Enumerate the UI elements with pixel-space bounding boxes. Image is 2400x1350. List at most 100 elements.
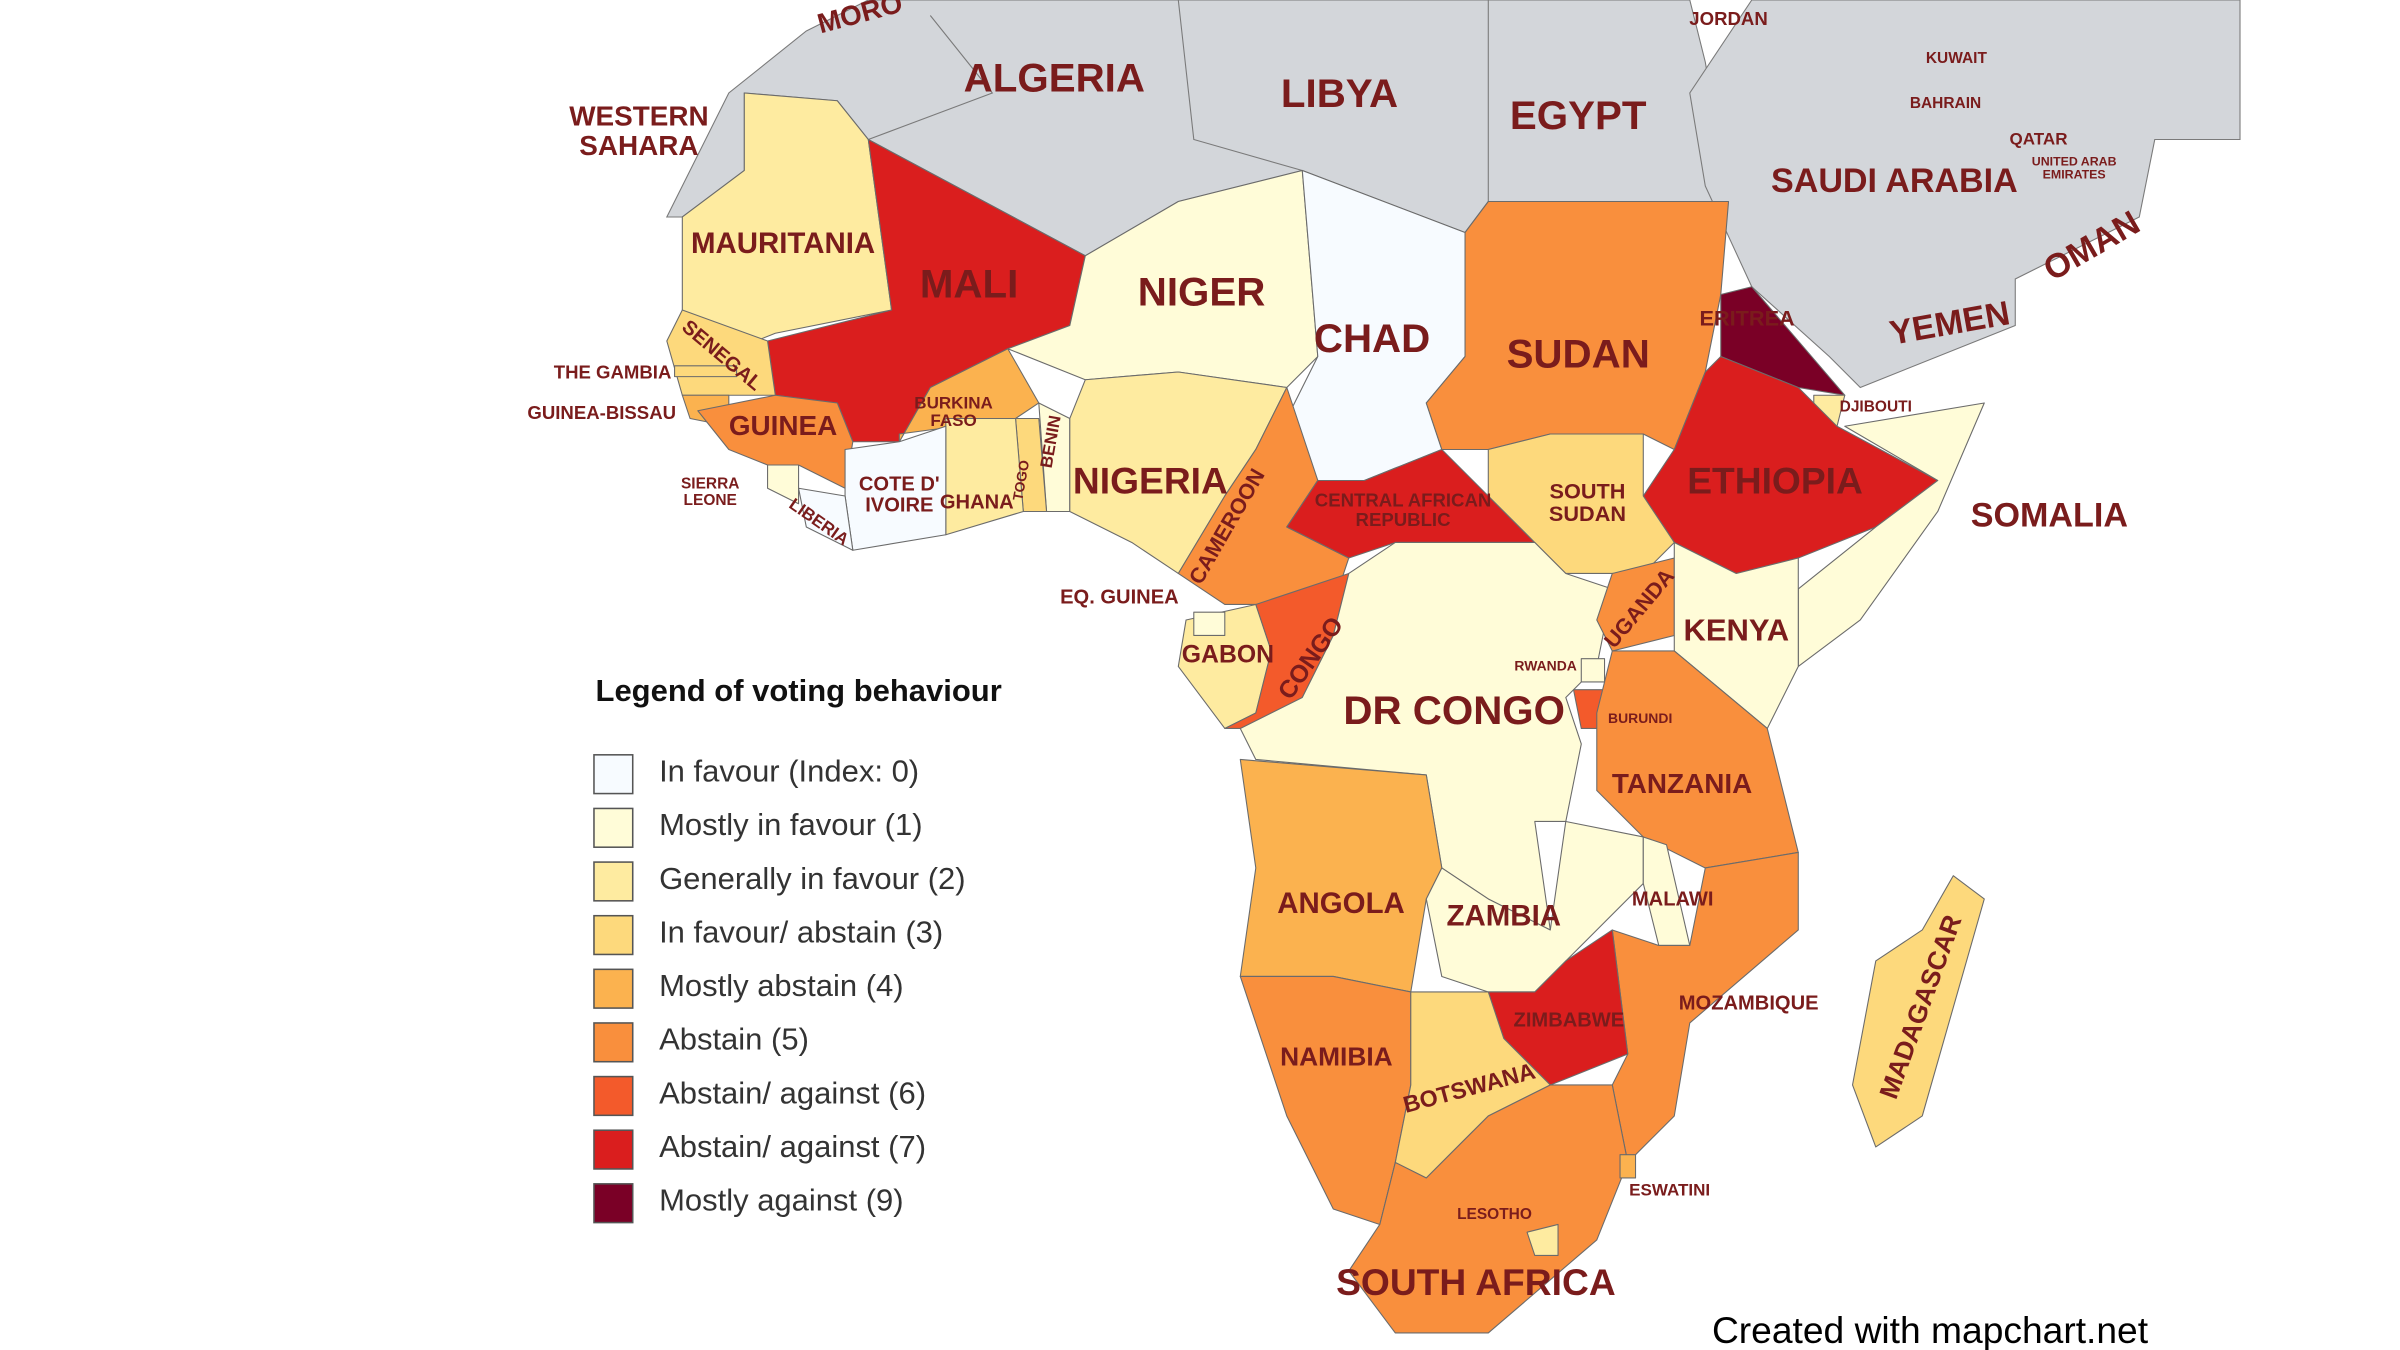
country-shape bbox=[1425, 200, 1730, 451]
country-shape bbox=[1239, 975, 1412, 1225]
country-shape bbox=[1720, 286, 1846, 396]
country-label: QATAR bbox=[2010, 129, 2068, 148]
label-line: TANZANIA bbox=[1612, 768, 1752, 799]
label-line: SOUTH bbox=[1550, 478, 1626, 503]
country-label: COTE D' IVOIRE bbox=[859, 474, 940, 517]
country-label: LIBYA bbox=[1281, 71, 1398, 116]
legend-swatch bbox=[593, 754, 634, 795]
legend-swatch bbox=[593, 1129, 634, 1170]
country-label: GUINEA bbox=[729, 410, 837, 441]
label-line: GUINEA bbox=[729, 410, 837, 441]
legend-swatch bbox=[593, 861, 634, 902]
label-line: CENTRAL AFRICAN bbox=[1315, 490, 1491, 511]
country-shape bbox=[1673, 541, 1799, 730]
country-label: NAMIBIA bbox=[1280, 1042, 1393, 1072]
country-shape bbox=[945, 417, 1024, 536]
legend-label: In favour (Index: 0) bbox=[659, 754, 919, 789]
country-label: SOUTH SUDAN bbox=[1549, 478, 1626, 526]
legend-label: In favour/ abstain (3) bbox=[659, 914, 943, 949]
legend-swatch bbox=[593, 807, 634, 848]
label-line: GHANA bbox=[940, 492, 1014, 514]
label-line: ZIMBABWE bbox=[1514, 1010, 1625, 1032]
label-line: THE GAMBIA bbox=[554, 361, 672, 382]
label-line: FASO bbox=[930, 411, 976, 430]
middle-east-land bbox=[1689, 0, 2241, 389]
country-label: THE GAMBIA bbox=[554, 361, 672, 382]
label-line: KENYA bbox=[1683, 613, 1789, 648]
legend-label: Mostly in favour (1) bbox=[659, 807, 922, 842]
country-label: ANGOLA bbox=[1277, 887, 1405, 920]
country-shape bbox=[1851, 875, 1985, 1148]
label-line: ALGERIA bbox=[964, 55, 1145, 100]
country-label: ETHIOPIA bbox=[1687, 459, 1863, 501]
legend-swatch bbox=[593, 914, 634, 956]
country-label: BURKINA FASO bbox=[914, 393, 993, 430]
label-line: LEONE bbox=[684, 492, 737, 509]
legend-swatch bbox=[593, 1183, 634, 1224]
label-line: GABON bbox=[1182, 641, 1274, 668]
country-label: BAHRAIN bbox=[1910, 95, 1981, 112]
label-line: RWANDA bbox=[1514, 657, 1576, 673]
country-label: NIGER bbox=[1138, 269, 1266, 314]
country-label: UNITED ARAB EMIRATES bbox=[2032, 155, 2117, 182]
label-line: REPUBLIC bbox=[1356, 509, 1451, 530]
country-label: SAUDI ARABIA bbox=[1771, 162, 2018, 200]
legend: Legend of voting behaviour In favour (Ind… bbox=[593, 673, 1002, 1224]
country-label: DJIBOUTI bbox=[1840, 399, 1912, 416]
label-line: EMIRATES bbox=[2043, 168, 2106, 182]
country-label: SIERRA LEONE bbox=[681, 476, 740, 509]
border-line bbox=[1177, 0, 1303, 172]
country-label: KENYA bbox=[1683, 613, 1789, 648]
country-label: GABON bbox=[1182, 641, 1274, 668]
country-shape bbox=[1642, 355, 1939, 575]
country-shape bbox=[1487, 433, 1675, 575]
country-label: ESWATINI bbox=[1629, 1180, 1710, 1199]
label-line: MOZAMBIQUE bbox=[1679, 993, 1819, 1015]
label-line: CHAD bbox=[1314, 316, 1430, 361]
label-line: ESWATINI bbox=[1629, 1180, 1710, 1199]
label-line: SUDAN bbox=[1549, 501, 1626, 526]
label-line: WESTERN bbox=[569, 101, 708, 132]
label-line: NIGERIA bbox=[1073, 459, 1228, 501]
country-shape bbox=[1348, 1084, 1629, 1334]
label-line: MALI bbox=[920, 261, 1018, 306]
label-line: LIBYA bbox=[1281, 71, 1398, 116]
legend-label: Mostly abstain (4) bbox=[659, 968, 904, 1003]
label-line: MAURITANIA bbox=[691, 227, 875, 260]
label-line: NAMIBIA bbox=[1280, 1042, 1393, 1072]
label-line: DR CONGO bbox=[1343, 688, 1565, 733]
legend-swatch bbox=[593, 1022, 634, 1063]
label-line: IVOIRE bbox=[865, 495, 933, 517]
legend-title: Legend of voting behaviour bbox=[596, 673, 1002, 708]
label-line: SAUDI ARABIA bbox=[1771, 162, 2018, 200]
country-label: ZAMBIA bbox=[1447, 899, 1561, 932]
label-line: EGYPT bbox=[1510, 92, 1647, 137]
legend-label: Generally in favour (2) bbox=[659, 861, 966, 896]
legend-label: Abstain/ against (6) bbox=[659, 1075, 926, 1110]
label-line: GUINEA-BISSAU bbox=[527, 402, 676, 423]
legend-swatch bbox=[593, 968, 634, 1009]
country-shape bbox=[1193, 611, 1226, 637]
label-line: SIERRA bbox=[681, 476, 740, 493]
country-label: LESOTHO bbox=[1457, 1206, 1532, 1223]
label-line: NIGER bbox=[1138, 269, 1266, 314]
label-line: LESOTHO bbox=[1457, 1206, 1532, 1223]
border-line bbox=[868, 15, 994, 141]
country-label: MOZAMBIQUE bbox=[1679, 993, 1819, 1015]
label-line: BAHRAIN bbox=[1910, 95, 1981, 112]
country-label: ALGERIA bbox=[964, 55, 1145, 100]
country-label: WESTERN SAHARA bbox=[569, 101, 708, 161]
legend-label: Abstain/ against (7) bbox=[659, 1129, 926, 1164]
country-label: GUINEA-BISSAU bbox=[527, 402, 676, 423]
country-label: BURUNDI bbox=[1608, 710, 1672, 726]
label-line: SOMALIA bbox=[1971, 497, 2128, 535]
country-label: GHANA bbox=[940, 492, 1014, 514]
country-label: TANZANIA bbox=[1612, 768, 1752, 799]
country-shape bbox=[767, 464, 800, 505]
country-shape bbox=[674, 365, 738, 378]
label-line: BURUNDI bbox=[1608, 710, 1672, 726]
country-shape bbox=[1239, 758, 1443, 993]
country-label: TOGO bbox=[1009, 459, 1032, 502]
label-line: UNITED ARAB bbox=[2032, 155, 2117, 169]
